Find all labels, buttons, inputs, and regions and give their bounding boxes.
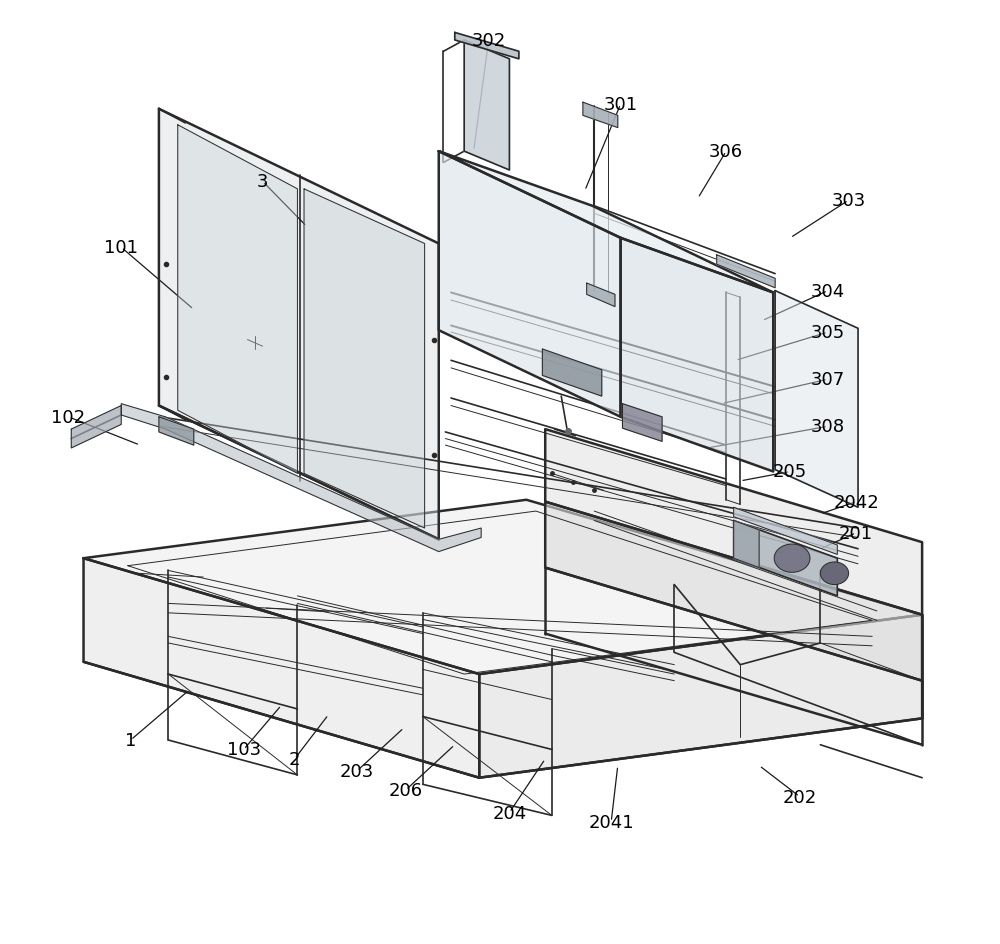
Text: 203: 203 bbox=[340, 763, 374, 781]
Text: 202: 202 bbox=[783, 787, 817, 806]
Polygon shape bbox=[542, 349, 602, 396]
Text: 204: 204 bbox=[492, 803, 527, 821]
Polygon shape bbox=[545, 502, 922, 681]
Text: 304: 304 bbox=[811, 282, 845, 300]
Polygon shape bbox=[734, 521, 837, 597]
Text: 3: 3 bbox=[257, 173, 268, 191]
Polygon shape bbox=[734, 521, 759, 568]
Text: 303: 303 bbox=[831, 192, 866, 210]
Text: 2041: 2041 bbox=[588, 813, 634, 831]
Polygon shape bbox=[84, 559, 479, 778]
Text: 101: 101 bbox=[104, 239, 138, 257]
Polygon shape bbox=[121, 404, 481, 552]
Text: 301: 301 bbox=[604, 96, 638, 114]
Text: 1: 1 bbox=[125, 732, 136, 750]
Text: 307: 307 bbox=[811, 371, 845, 389]
Polygon shape bbox=[587, 284, 615, 308]
Polygon shape bbox=[178, 126, 297, 474]
Polygon shape bbox=[734, 508, 837, 555]
Text: 102: 102 bbox=[51, 409, 86, 427]
Polygon shape bbox=[159, 417, 194, 446]
Text: 201: 201 bbox=[839, 524, 873, 542]
Polygon shape bbox=[717, 256, 775, 289]
Text: 2: 2 bbox=[289, 750, 300, 768]
Polygon shape bbox=[84, 500, 922, 674]
Polygon shape bbox=[621, 239, 773, 472]
Text: 308: 308 bbox=[811, 418, 845, 436]
Polygon shape bbox=[479, 615, 922, 778]
Text: 305: 305 bbox=[811, 324, 845, 342]
Polygon shape bbox=[304, 190, 425, 529]
Polygon shape bbox=[439, 152, 773, 294]
Text: 206: 206 bbox=[389, 781, 423, 800]
Polygon shape bbox=[775, 292, 858, 508]
Text: 2042: 2042 bbox=[833, 493, 879, 511]
Polygon shape bbox=[583, 103, 618, 128]
Text: 302: 302 bbox=[472, 32, 506, 50]
Ellipse shape bbox=[774, 545, 810, 573]
Text: 103: 103 bbox=[227, 741, 261, 759]
Text: 205: 205 bbox=[773, 463, 807, 481]
Text: 306: 306 bbox=[709, 143, 743, 161]
Polygon shape bbox=[545, 430, 922, 615]
Polygon shape bbox=[439, 152, 621, 417]
Polygon shape bbox=[622, 404, 662, 442]
Polygon shape bbox=[71, 406, 121, 448]
Polygon shape bbox=[464, 41, 509, 171]
Polygon shape bbox=[159, 110, 439, 540]
Polygon shape bbox=[455, 33, 519, 59]
Ellipse shape bbox=[820, 563, 849, 585]
